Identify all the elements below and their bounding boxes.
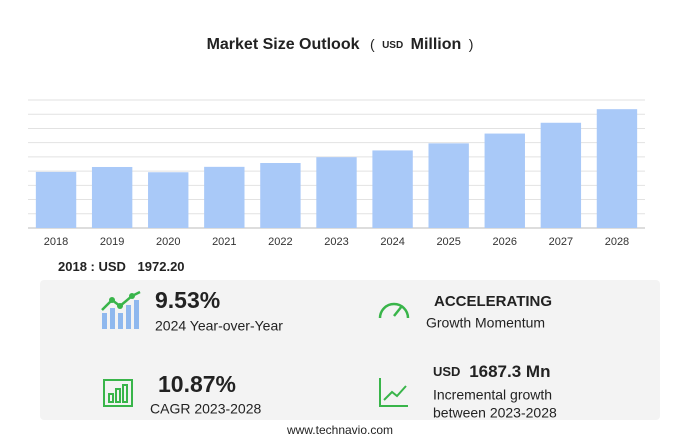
- kpi-label: 2024 Year-over-Year: [155, 318, 283, 334]
- kpi-prefix: USD: [433, 364, 460, 379]
- incremental-icon: [379, 378, 408, 407]
- kpi-value: 10.87%: [158, 371, 236, 397]
- bar: [35, 171, 77, 228]
- chart-title-group: Market Size Outlook ( USD Million ): [207, 36, 474, 54]
- bar: [204, 166, 245, 228]
- chart-title: Market Size Outlook: [207, 36, 360, 53]
- x-tick-label: 2019: [100, 236, 124, 248]
- x-tick-label: 2020: [156, 236, 180, 248]
- kpi-label: Incremental growth: [433, 387, 552, 403]
- kpi-value: 9.53%: [155, 287, 220, 313]
- highlight-value: 1972.20: [138, 259, 185, 274]
- x-tick-label: 2027: [549, 236, 573, 248]
- kpi-label: Growth Momentum: [426, 315, 545, 331]
- kpi-panel: [40, 280, 660, 420]
- cagr-icon: [103, 379, 133, 407]
- plot: 2018 2019 2020 2021 2022 2023 2024 2025 2026 2027…: [28, 99, 645, 248]
- x-tick-label: 2025: [436, 236, 460, 248]
- kpi-label: between 2023-2028: [433, 405, 557, 421]
- bar: [316, 157, 357, 228]
- unit-paren: (: [370, 36, 375, 52]
- growth-icon: [101, 290, 141, 329]
- highlight-label: 2018 : USD: [58, 259, 126, 274]
- x-tick-label: 2026: [493, 236, 517, 248]
- bar: [428, 143, 469, 228]
- x-tick-label: 2028: [605, 236, 629, 248]
- highlight: 2018 : USD 1972.20: [58, 259, 185, 274]
- bar: [540, 122, 582, 228]
- x-tick-label: 2018: [44, 236, 68, 248]
- bar: [91, 166, 133, 228]
- x-tick-label: 2024: [380, 236, 404, 248]
- unit-currency: USD: [382, 40, 403, 51]
- bar: [596, 109, 638, 228]
- x-tick-label: 2022: [268, 236, 292, 248]
- kpi-value-group: USD 1687.3 Mn: [433, 362, 550, 381]
- bar: [484, 133, 525, 228]
- bar: [372, 150, 413, 228]
- x-tick-label: 2023: [324, 236, 348, 248]
- x-tick-label: 2021: [212, 236, 236, 248]
- unit: Million: [411, 36, 462, 53]
- kpi-value: 1687.3 Mn: [469, 362, 550, 381]
- bar: [148, 172, 189, 228]
- footer: www.technavio.com: [286, 423, 393, 437]
- gauge-icon: [378, 302, 410, 319]
- kpi-label: CAGR 2023-2028: [150, 401, 262, 417]
- unit-paren: ): [469, 36, 474, 52]
- kpi-value: ACCELERATING: [434, 293, 552, 310]
- bar: [260, 163, 301, 228]
